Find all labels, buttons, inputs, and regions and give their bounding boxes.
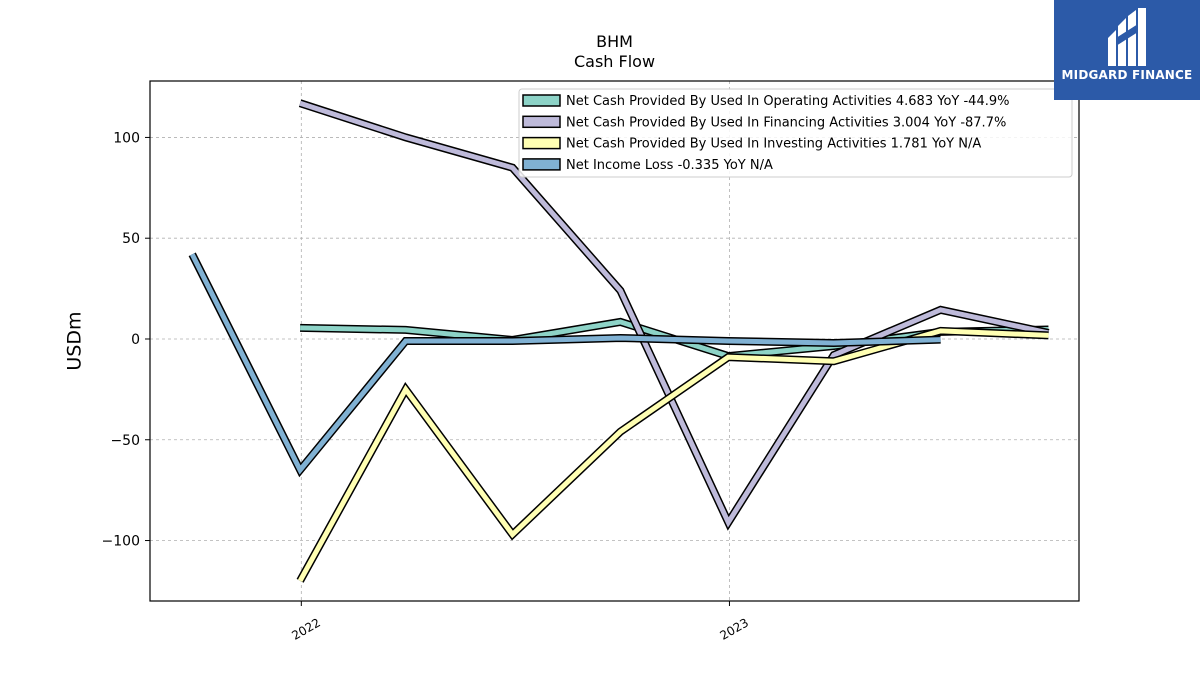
legend-label: Net Income Loss -0.335 YoY N/A [566,158,773,173]
y-tick-label: −100 [102,534,140,550]
series-layer [188,99,1050,583]
series-line-stroke [189,253,941,475]
ticks-layer: 100 50 0 −50 −100 2022 2023 [102,130,751,642]
series-line-stroke [299,100,1050,528]
series-line-2 [296,326,1049,583]
legend-label: Net Cash Provided By Used In Investing A… [566,137,981,152]
series-line-stroke [297,328,1049,583]
legend-swatch [522,136,561,150]
legend-box [518,88,1073,178]
legend-item: Net Cash Provided By Used In Operating A… [522,94,1009,109]
legend-item: Net Cash Provided By Used In Investing A… [522,136,981,152]
y-tick-label: 50 [122,231,140,247]
midgard-finance-logo: MIDGARD FINANCE [1054,0,1200,100]
y-tick-label: 100 [113,130,140,146]
chart-subtitle: Cash Flow [574,52,655,71]
y-tick-label: −50 [110,433,140,449]
midgard-finance-logo-icon [1108,8,1146,66]
x-tick-label: 2023 [717,615,750,642]
legend-swatch [522,115,561,129]
legend: Net Cash Provided By Used In Operating A… [518,88,1073,178]
series-line-3 [188,252,941,478]
series-line-outline [296,326,1049,583]
x-tick-label: 2022 [289,615,322,642]
y-tick-label: 0 [131,332,140,348]
series-line-1 [298,99,1050,531]
plot-area-frame [149,80,1080,602]
logo-text: MIDGARD FINANCE [1061,68,1193,82]
legend-item: Net Cash Provided By Used In Financing A… [522,115,1006,130]
legend-swatch [522,158,561,171]
legend-label: Net Cash Provided By Used In Operating A… [566,94,1009,109]
chart-title: BHM [596,32,633,51]
legend-swatch [522,94,561,107]
y-axis-label: USDm [64,311,86,370]
legend-item: Net Income Loss -0.335 YoY N/A [522,158,773,173]
legend-label: Net Cash Provided By Used In Financing A… [566,115,1006,130]
